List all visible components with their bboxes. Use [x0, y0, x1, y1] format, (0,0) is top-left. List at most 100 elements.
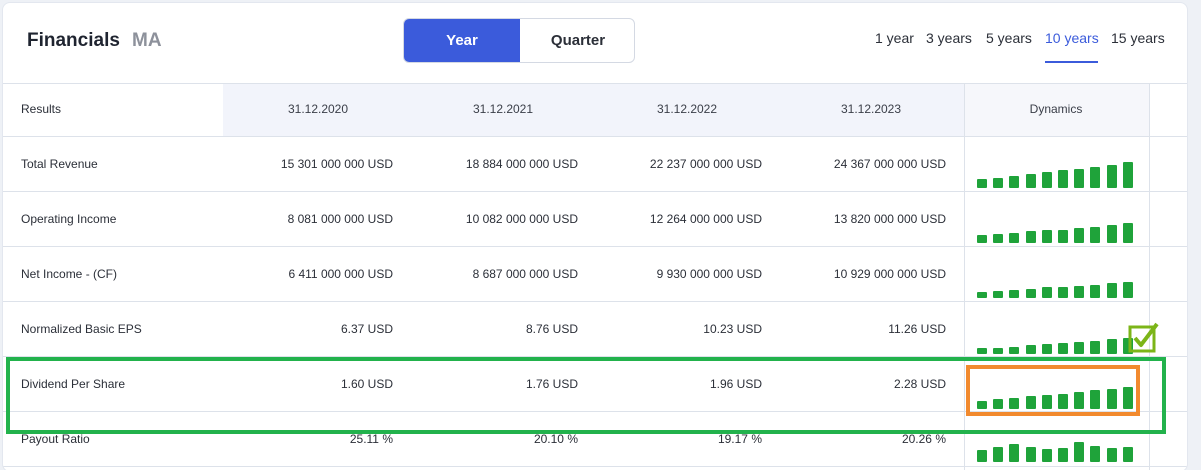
- trend-bar: [993, 399, 1003, 409]
- trend-bar: [1009, 176, 1019, 188]
- trend-bar: [1058, 287, 1068, 298]
- row-divider: [3, 356, 1187, 357]
- trend-bar: [1042, 449, 1052, 462]
- column-header-2023: 31.12.2023: [840, 102, 902, 116]
- trend-bar: [1123, 162, 1133, 188]
- trend-bar: [1058, 394, 1068, 409]
- trend-bar: [1042, 395, 1052, 409]
- dynamics-bars: [977, 386, 1139, 409]
- trend-bar: [1090, 390, 1100, 409]
- trend-bar: [1026, 447, 1036, 462]
- table-cell: 10.23 USD: [703, 322, 762, 336]
- tab-3-years[interactable]: 3 years: [926, 30, 972, 46]
- quarter-toggle-button[interactable]: Quarter: [550, 32, 606, 49]
- trend-bar: [1107, 448, 1117, 462]
- table-cell: 20.10 %: [533, 432, 578, 446]
- table-cell: 8 687 000 000 USD: [472, 267, 578, 281]
- tab-10-years[interactable]: 10 years: [1045, 30, 1099, 46]
- trend-bar: [1074, 286, 1084, 298]
- trend-bar: [1074, 169, 1084, 188]
- table-cell: 10 929 000 000 USD: [833, 267, 946, 281]
- table-cell: 13 820 000 000 USD: [833, 212, 946, 226]
- row-label: Net Income - (CF): [21, 267, 118, 281]
- trend-bar: [993, 178, 1003, 188]
- row-divider: [3, 191, 1187, 192]
- trend-bar: [1123, 338, 1133, 354]
- table-cell: 9 930 000 000 USD: [656, 267, 762, 281]
- year-toggle-button[interactable]: Year: [404, 19, 520, 62]
- trend-bar: [1026, 231, 1036, 243]
- table-cell: 19.17 %: [717, 432, 762, 446]
- table-cell: 8 081 000 000 USD: [287, 212, 393, 226]
- trend-bar: [1090, 341, 1100, 354]
- trend-bar: [1090, 446, 1100, 462]
- row-divider: [3, 411, 1187, 412]
- trend-bar: [1090, 285, 1100, 298]
- column-header-2021: 31.12.2021: [472, 102, 534, 116]
- tab-5-years[interactable]: 5 years: [986, 30, 1032, 46]
- trend-bar: [993, 234, 1003, 243]
- table-cell: 8.76 USD: [525, 322, 578, 336]
- trend-bar: [977, 292, 987, 298]
- dynamics-column-divider: [964, 83, 965, 470]
- row-label: Operating Income: [21, 212, 117, 226]
- trend-bar: [1107, 339, 1117, 354]
- table-cell: 18 884 000 000 USD: [465, 157, 578, 171]
- trend-bar: [1042, 344, 1052, 354]
- highlight-row-box: [6, 357, 1166, 434]
- trend-bar: [1026, 345, 1036, 354]
- tab-1-year[interactable]: 1 year: [875, 30, 914, 46]
- trend-bar: [1058, 448, 1068, 462]
- ticker-label: MA: [132, 30, 162, 51]
- trend-bar: [977, 235, 987, 243]
- period-type-toggle: Year Quarter: [403, 18, 635, 63]
- trend-bar: [993, 348, 1003, 354]
- trend-bar: [1058, 343, 1068, 354]
- dynamics-column-divider: [1149, 83, 1150, 470]
- row-divider: [3, 466, 1187, 467]
- trend-bar: [1074, 228, 1084, 243]
- table-cell: 24 367 000 000 USD: [833, 157, 946, 171]
- trend-bar: [1042, 172, 1052, 188]
- trend-bar: [1107, 225, 1117, 243]
- page-title: Financials: [27, 30, 120, 51]
- table-cell: 22 237 000 000 USD: [649, 157, 762, 171]
- trend-bar: [1009, 347, 1019, 354]
- trend-bar: [1058, 170, 1068, 188]
- column-header-dynamics: Dynamics: [1029, 102, 1083, 116]
- trend-bar: [1026, 396, 1036, 409]
- tab-15-years[interactable]: 15 years: [1111, 30, 1165, 46]
- trend-bar: [1123, 387, 1133, 409]
- table-cell: 1.96 USD: [709, 377, 762, 391]
- trend-bar: [1090, 227, 1100, 243]
- dynamics-bars: [977, 222, 1139, 243]
- trend-bar: [1009, 398, 1019, 409]
- table-cell: 12 264 000 000 USD: [649, 212, 762, 226]
- row-divider: [3, 246, 1187, 247]
- trend-bar: [1042, 287, 1052, 298]
- table-cell: 2.28 USD: [893, 377, 946, 391]
- column-header-2020: 31.12.2020: [287, 102, 349, 116]
- highlight-dynamics-box: [966, 365, 1140, 416]
- table-cell: 1.60 USD: [340, 377, 393, 391]
- table-cell: 1.76 USD: [525, 377, 578, 391]
- trend-bar: [1107, 389, 1117, 409]
- dynamics-header-bg: [965, 83, 1150, 136]
- table-cell: 6.37 USD: [340, 322, 393, 336]
- check-box-icon: [1128, 322, 1159, 353]
- trend-bar: [993, 447, 1003, 462]
- trend-bar: [1123, 223, 1133, 243]
- active-tab-underline: [1045, 61, 1098, 63]
- table-cell: 10 082 000 000 USD: [465, 212, 578, 226]
- table-cell: 15 301 000 000 USD: [280, 157, 393, 171]
- dynamics-bars: [977, 337, 1139, 354]
- dynamics-bars: [977, 281, 1139, 298]
- row-label: Dividend Per Share: [21, 377, 126, 391]
- trend-bar: [1009, 290, 1019, 298]
- trend-bar: [977, 401, 987, 409]
- trend-bar: [1123, 282, 1133, 298]
- trend-bar: [1058, 230, 1068, 243]
- trend-bar: [1107, 165, 1117, 188]
- trend-bar: [993, 291, 1003, 298]
